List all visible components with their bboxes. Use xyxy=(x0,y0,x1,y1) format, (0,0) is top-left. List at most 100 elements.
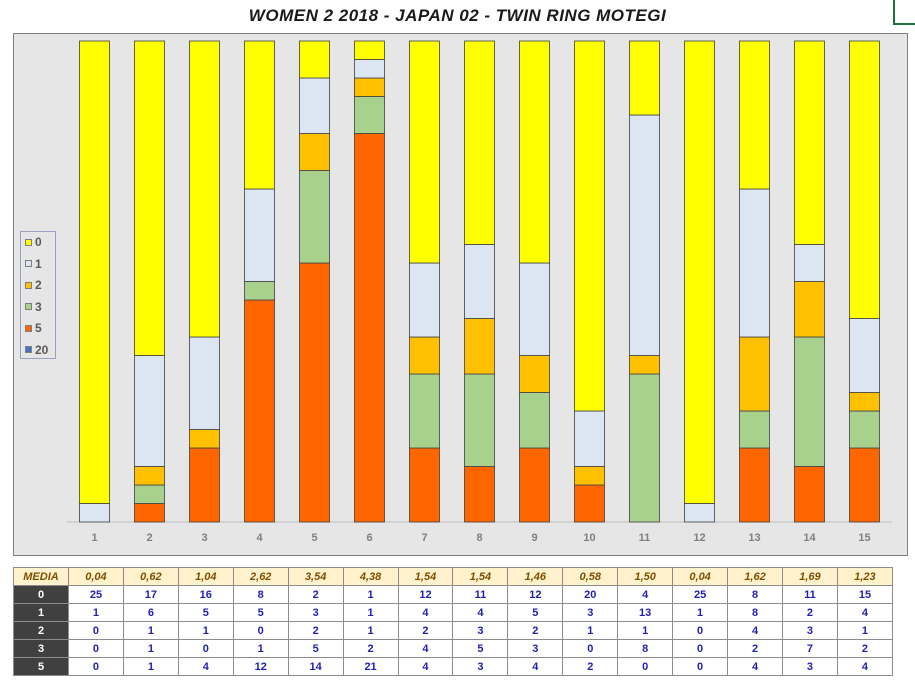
table-cell: 4 xyxy=(727,621,783,640)
table-cell: 0 xyxy=(672,621,729,640)
table-cell: 4 xyxy=(727,657,783,676)
x-tick-label: 5 xyxy=(311,532,317,544)
table-cell: 2 xyxy=(781,603,838,622)
table-cell: 16 xyxy=(177,585,234,604)
bar-segment-7-s5 xyxy=(409,447,440,523)
bar-segment-1-s1 xyxy=(79,503,110,523)
table-cell: 2 xyxy=(727,639,783,658)
bar-segment-5-s0 xyxy=(299,40,330,79)
bar-segment-8-s3 xyxy=(464,373,495,467)
table-cell: 20 xyxy=(562,585,619,604)
stacked-bar-chart: 1 2 3 4 5 6 7 8 9 10 11 12 13 14 15 xyxy=(67,40,892,544)
table-cell: 3 xyxy=(287,603,344,622)
bar-segment-10-s1 xyxy=(574,410,605,467)
table-cell: 4,38 xyxy=(342,567,399,586)
table-row: 0 25 17 16 8 2 1 12 11 12 20 4 25 8 11 15 xyxy=(13,585,894,604)
bar-segment-8-s1 xyxy=(464,244,495,319)
x-tick-label: 15 xyxy=(858,532,870,544)
legend-label: 3 xyxy=(35,299,42,314)
legend-item-0: 0 xyxy=(25,235,42,249)
table-cell: 12 xyxy=(397,585,454,604)
bar-segment-13-s3 xyxy=(739,410,770,449)
table-cell: 12 xyxy=(232,657,289,676)
x-tick-label: 13 xyxy=(748,532,760,544)
table-cell: 0 xyxy=(232,621,289,640)
table-cell: 1,54 xyxy=(397,567,454,586)
table-cell: 5 xyxy=(507,603,564,622)
table-cell: 2 xyxy=(507,621,564,640)
table-cell: 1 xyxy=(672,603,729,622)
row-label: MEDIA xyxy=(13,567,69,586)
table-cell: 0,04 xyxy=(672,567,729,586)
table-cell: 4 xyxy=(507,657,564,676)
table-cell: 17 xyxy=(122,585,179,604)
legend-swatch xyxy=(25,324,32,332)
x-tick-label: 1 xyxy=(91,532,97,544)
bar-segment-13-s5 xyxy=(739,447,770,523)
bar-segment-13-s2 xyxy=(739,336,770,412)
table-cell: 1 xyxy=(68,603,124,622)
row-label: 3 xyxy=(13,639,69,658)
bar-segment-15-s1 xyxy=(849,318,880,393)
table-cell: 1,46 xyxy=(507,567,564,586)
legend-item-2: 2 xyxy=(25,278,42,292)
bar-segment-6-s1 xyxy=(354,59,385,79)
table-cell: 0,62 xyxy=(122,567,179,586)
bar-segment-15-s3 xyxy=(849,410,880,449)
legend-label: 20 xyxy=(35,342,49,357)
table-cell: 3 xyxy=(507,639,564,658)
bar-segment-15-s2 xyxy=(849,392,880,412)
table-cell: 4 xyxy=(836,603,894,622)
table-cell: 0 xyxy=(617,657,674,676)
table-cell: 1,04 xyxy=(177,567,234,586)
bar-segment-9-s3 xyxy=(519,392,550,449)
table-cell: 14 xyxy=(287,657,344,676)
table-cell: 0 xyxy=(68,657,124,676)
table-cell: 1 xyxy=(232,639,289,658)
table-cell: 13 xyxy=(617,603,674,622)
table-cell: 1 xyxy=(122,621,179,640)
bar-segment-14-s1 xyxy=(794,244,825,282)
table-cell: 8 xyxy=(727,603,783,622)
table-cell: 1,62 xyxy=(727,567,783,586)
bar-segment-6-s2 xyxy=(354,77,385,97)
bar-segment-13-s0 xyxy=(739,40,770,190)
row-label: 2 xyxy=(13,621,69,640)
table-row-media: MEDIA 0,04 0,62 1,04 2,62 3,54 4,38 1,54 1,54 1,4… xyxy=(13,567,894,586)
legend-swatch xyxy=(25,346,32,353)
table-cell: 4 xyxy=(397,603,454,622)
table-cell: 0 xyxy=(562,639,619,658)
table-cell: 4 xyxy=(177,657,234,676)
legend-label: 0 xyxy=(35,235,42,249)
table-cell: 6 xyxy=(122,603,179,622)
bar-segment-14-s2 xyxy=(794,281,825,338)
bar-segment-5-s3 xyxy=(299,170,330,264)
bar-segment-5-s2 xyxy=(299,133,330,171)
table-row: 5 0 1 4 12 14 21 4 3 4 2 0 0 4 3 4 xyxy=(13,657,894,676)
table-cell: 3 xyxy=(781,657,838,676)
cell-selection-corner xyxy=(893,0,915,25)
bar-segment-7-s2 xyxy=(409,336,440,375)
bar-segment-15-s0 xyxy=(849,40,880,319)
table-cell: 11 xyxy=(781,585,838,604)
table-cell: 1,54 xyxy=(452,567,509,586)
table-cell: 0,58 xyxy=(562,567,619,586)
bar-segment-2-s3 xyxy=(134,484,165,504)
table-cell: 8 xyxy=(232,585,289,604)
bar-segment-11-s0 xyxy=(629,40,660,116)
legend-label: 2 xyxy=(35,278,42,292)
bar-segment-14-s0 xyxy=(794,40,825,245)
table-cell: 8 xyxy=(617,639,674,658)
bar-segment-4-s3 xyxy=(244,281,275,301)
bar-segment-6-s5 xyxy=(354,133,385,523)
table-cell: 1 xyxy=(122,639,179,658)
bar-segment-3-s1 xyxy=(189,336,220,430)
bar-segment-2-s1 xyxy=(134,355,165,467)
table-cell: 1,50 xyxy=(617,567,674,586)
legend-swatch xyxy=(25,303,32,310)
table-cell: 4 xyxy=(617,585,674,604)
table-cell: 0 xyxy=(672,657,729,676)
x-tick-label: 2 xyxy=(146,532,152,544)
legend-swatch xyxy=(25,238,32,246)
